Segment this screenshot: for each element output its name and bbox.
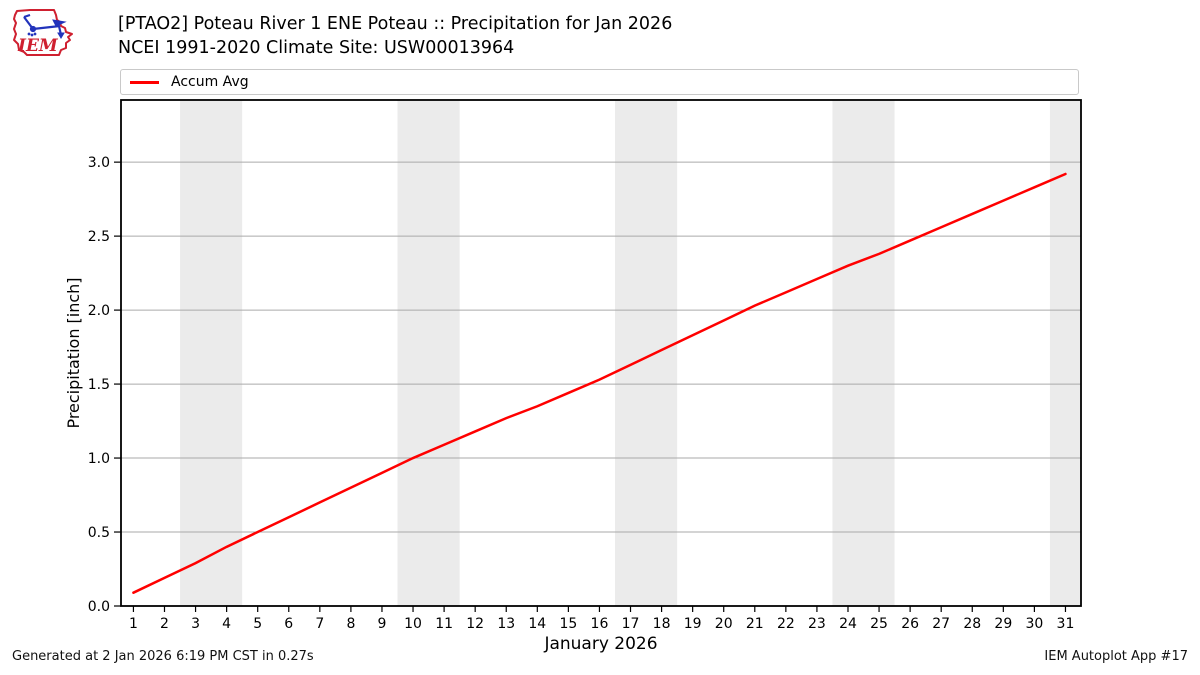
weekend-band — [614, 100, 678, 606]
legend-label: Accum Avg — [171, 74, 249, 90]
x-tick-label: 6 — [284, 616, 293, 632]
x-tick-label: 19 — [684, 616, 702, 632]
plot-border — [120, 99, 1082, 607]
x-tick-label: 16 — [591, 616, 609, 632]
x-axis-title: January 2026 — [543, 634, 657, 654]
x-tick-label: 22 — [777, 616, 795, 632]
y-axis-title: Precipitation [inch] — [64, 277, 83, 428]
app-credit-text: IEM Autoplot App #17 — [1044, 649, 1188, 664]
x-tick-label: 27 — [932, 616, 950, 632]
y-tick-label: 2.0 — [88, 303, 110, 319]
legend: Accum Avg — [120, 69, 1079, 95]
y-tick-label: 0.5 — [88, 525, 110, 541]
x-tick-label: 13 — [497, 616, 515, 632]
x-tick-label: 4 — [222, 616, 231, 632]
chart-title: [PTAO2] Poteau River 1 ENE Poteau :: Pre… — [118, 14, 673, 34]
weekend-band — [397, 100, 460, 606]
accum-avg-line — [132, 172, 1067, 594]
weekend-band — [180, 100, 243, 606]
x-tick-label: 8 — [346, 616, 355, 632]
iem-logo-text: IEM — [17, 36, 59, 56]
x-tick-label: 10 — [404, 616, 422, 632]
x-tick-label: 24 — [839, 616, 857, 632]
x-tick-label: 23 — [808, 616, 826, 632]
x-tick-label: 20 — [715, 616, 733, 632]
y-tick-label: 2.5 — [88, 229, 110, 245]
x-tick-label: 3 — [191, 616, 200, 632]
x-tick-label: 21 — [746, 616, 764, 632]
generated-at-text: Generated at 2 Jan 2026 6:19 PM CST in 0… — [12, 649, 314, 664]
y-tick-label: 3.0 — [88, 155, 110, 171]
x-tick-label: 2 — [160, 616, 169, 632]
iem-logo: IEM — [13, 9, 73, 56]
x-tick-label: 12 — [466, 616, 484, 632]
chart-header: [PTAO2] Poteau River 1 ENE Poteau :: Pre… — [118, 12, 672, 60]
weekend-band — [1049, 100, 1081, 606]
y-tick-label: 1.0 — [88, 451, 110, 467]
x-tick-label: 28 — [963, 616, 981, 632]
weekend-band — [832, 100, 895, 606]
x-tick-label: 15 — [559, 616, 577, 632]
x-tick-label: 9 — [378, 616, 387, 632]
weather-station-icon — [23, 13, 67, 39]
legend-line-swatch — [130, 80, 159, 84]
y-tick-label: 0.0 — [88, 599, 110, 615]
x-tick-label: 29 — [994, 616, 1012, 632]
x-tick-label: 11 — [435, 616, 453, 632]
x-tick-label: 7 — [315, 616, 324, 632]
x-tick-label: 31 — [1057, 616, 1075, 632]
x-tick-label: 17 — [622, 616, 640, 632]
x-tick-label: 18 — [653, 616, 671, 632]
x-tick-label: 1 — [129, 616, 138, 632]
x-tick-label: 5 — [253, 616, 262, 632]
x-tick-label: 25 — [870, 616, 888, 632]
x-tick-label: 26 — [901, 616, 919, 632]
x-tick-label: 30 — [1025, 616, 1043, 632]
chart-subtitle: NCEI 1991-2020 Climate Site: USW00013964 — [118, 38, 515, 58]
x-tick-label: 14 — [528, 616, 546, 632]
y-tick-label: 1.5 — [88, 377, 110, 393]
